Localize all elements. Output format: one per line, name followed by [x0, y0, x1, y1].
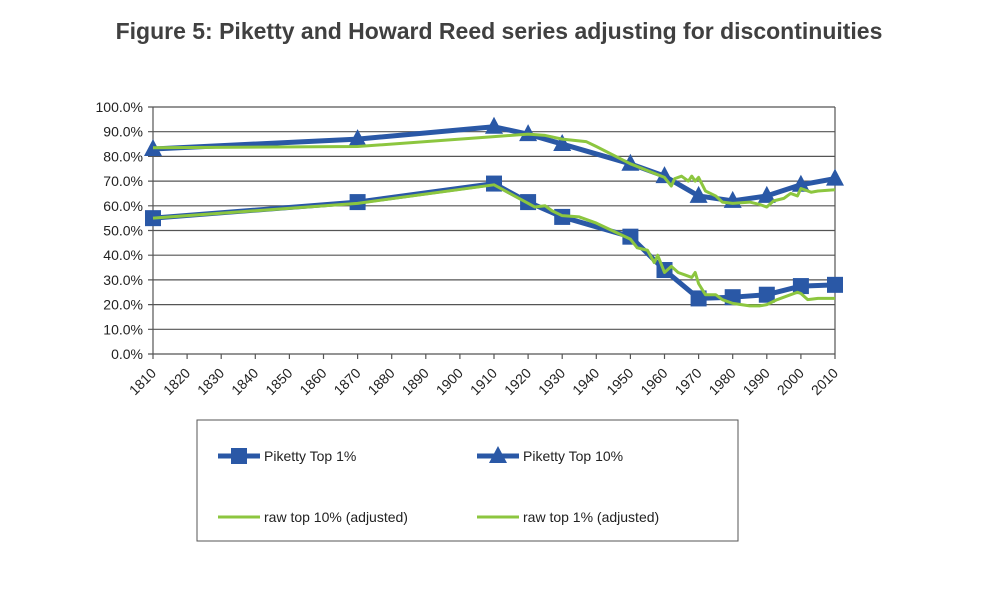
- x-tick-label: 1960: [637, 365, 670, 398]
- triangle-marker: [655, 166, 674, 184]
- y-tick-label: 60.0%: [103, 198, 143, 214]
- triangle-marker: [791, 174, 810, 192]
- x-tick-label: 1970: [671, 365, 704, 398]
- square-marker: [792, 278, 809, 295]
- triangle-marker: [826, 168, 844, 186]
- y-tick-label: 10.0%: [103, 321, 143, 337]
- x-tick-label: 1920: [501, 365, 534, 398]
- y-tick-label: 50.0%: [103, 223, 143, 239]
- x-tick-label: 2000: [774, 365, 807, 398]
- x-tick-label: 1900: [433, 365, 466, 398]
- square-marker: [690, 290, 707, 307]
- x-tick-label: 1980: [705, 365, 738, 398]
- triangle-marker: [553, 134, 572, 152]
- x-tick-label: 2010: [808, 365, 841, 398]
- legend-label: raw top 10% (adjusted): [264, 509, 408, 525]
- x-tick-label: 1810: [126, 365, 159, 398]
- y-tick-label: 90.0%: [103, 124, 143, 140]
- y-tick-label: 20.0%: [103, 297, 143, 313]
- y-tick-label: 40.0%: [103, 247, 143, 263]
- legend-box: [196, 419, 739, 542]
- y-tick-label: 70.0%: [103, 173, 143, 189]
- square-marker: [827, 276, 843, 293]
- y-tick-label: 80.0%: [103, 148, 143, 164]
- series-line-2: [152, 132, 836, 209]
- y-tick-label: 30.0%: [103, 272, 143, 288]
- y-tick-label: 100.0%: [96, 99, 143, 115]
- x-tick-label: 1860: [296, 365, 329, 398]
- legend-label: Piketty Top 10%: [523, 448, 623, 464]
- triangle-marker: [489, 446, 507, 463]
- x-tick-label: 1840: [228, 365, 261, 398]
- y-tick-label: 0.0%: [111, 346, 143, 362]
- x-tick-label: 1910: [467, 365, 500, 398]
- triangle-marker: [485, 116, 503, 134]
- legend-label: Piketty Top 1%: [264, 448, 356, 464]
- chart-title: Figure 5: Piketty and Howard Reed series…: [115, 18, 883, 44]
- x-tick-label: 1950: [603, 365, 636, 398]
- triangle-marker: [757, 185, 776, 203]
- square-marker: [231, 448, 247, 464]
- x-tick-label: 1870: [330, 365, 363, 398]
- x-tick-label: 1820: [160, 365, 193, 398]
- triangle-marker: [348, 129, 367, 147]
- x-tick-label: 1940: [569, 365, 602, 398]
- x-tick-label: 1830: [194, 365, 227, 398]
- square-marker: [758, 286, 775, 303]
- x-tick-label: 1930: [535, 365, 568, 398]
- legend-label: raw top 1% (adjusted): [523, 509, 659, 525]
- x-tick-label: 1990: [740, 365, 773, 398]
- x-tick-label: 1880: [364, 365, 397, 398]
- x-tick-label: 1850: [262, 365, 295, 398]
- triangle-marker: [689, 185, 708, 203]
- square-marker: [622, 228, 639, 245]
- series-line-3: [152, 183, 835, 308]
- x-tick-label: 1890: [399, 365, 432, 398]
